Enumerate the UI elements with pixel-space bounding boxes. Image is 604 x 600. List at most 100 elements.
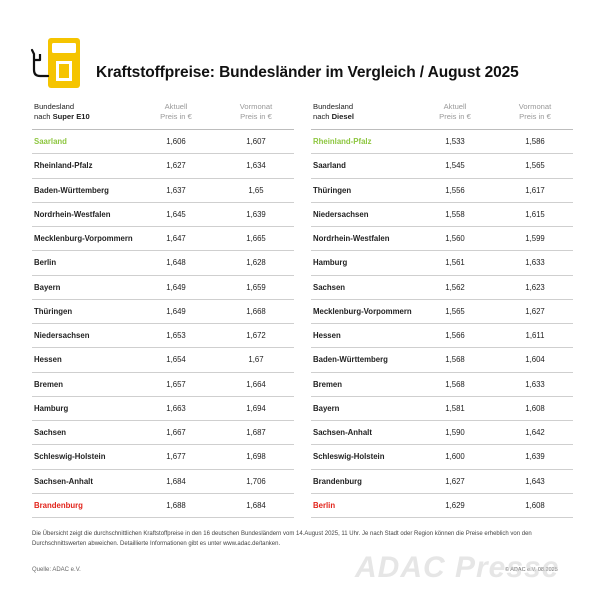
previous-price: 1,608 [525,500,545,510]
table-row: Hessen 1,566 1,611 [311,324,573,349]
column-header-bundesland: Bundesland nach Super E10 [34,102,90,122]
previous-price: 1,642 [525,428,545,437]
previous-price: 1,684 [246,500,266,510]
state-name: Niedersachsen [313,209,369,219]
current-price: 1,653 [166,331,186,340]
table-row: Schleswig-Holstein 1,677 1,698 [32,445,294,470]
table-row: Bayern 1,581 1,608 [311,397,573,421]
current-price: 1,667 [166,428,186,437]
state-name: Hessen [34,355,62,365]
state-name: Thüringen [313,185,352,195]
current-price: 1,645 [166,209,186,219]
table-row: Sachsen 1,667 1,687 [32,421,294,446]
current-price: 1,654 [166,355,186,365]
previous-price: 1,607 [246,137,266,146]
previous-price: 1,604 [525,355,545,365]
previous-price: 1,694 [246,403,266,413]
previous-price: 1,634 [246,161,266,171]
state-name: Thüringen [34,306,73,316]
table-row: Baden-Württemberg 1,637 1,65 [32,179,294,203]
column-header-bundesland: Bundesland nach Diesel [313,102,354,122]
current-price: 1,627 [445,476,465,486]
current-price: 1,637 [166,185,186,195]
column-header-current: Aktuell Preis in € [160,102,192,121]
state-name: Saarland [34,137,67,146]
state-name: Hamburg [313,258,348,268]
previous-price: 1,617 [525,185,545,195]
previous-price: 1,659 [246,282,266,292]
header-line-2-prefix: nach [313,112,332,121]
state-name: Mecklenburg-Vorpommern [34,234,133,243]
current-price: 1,649 [166,306,186,316]
fuel-type-label: Diesel [331,112,354,121]
table-row: Berlin 1,648 1,628 [32,251,294,276]
fuel-pump-icon [30,38,80,88]
current-price: 1,629 [445,500,465,510]
previous-price: 1,627 [525,306,545,316]
table-row: Bremen 1,657 1,664 [32,373,294,397]
state-name: Mecklenburg-Vorpommern [313,306,412,316]
current-price: 1,663 [166,403,186,413]
state-name: Hamburg [34,403,69,413]
previous-price: 1,608 [525,403,545,413]
table-row: Hessen 1,654 1,67 [32,348,294,373]
table-row: Mecklenburg-Vorpommern 1,565 1,627 [311,300,573,324]
state-name: Schleswig-Holstein [34,452,106,462]
previous-price: 1,615 [525,209,545,219]
state-name: Hessen [313,331,341,340]
current-price: 1,677 [166,452,186,462]
table-header: Bundesland nach Super E10 Aktuell Preis in… [32,102,294,130]
table-row: Sachsen 1,562 1,623 [311,276,573,300]
table-header: Bundesland nach Diesel Aktuell Preis in € V… [311,102,573,130]
table-row: Schleswig-Holstein 1,600 1,639 [311,445,573,470]
state-name: Baden-Württemberg [313,355,388,365]
current-price: 1,627 [166,161,186,171]
state-name: Nordrhein-Westfalen [34,209,111,219]
table-row: Bremen 1,568 1,633 [311,373,573,397]
previous-price: 1,611 [525,331,545,340]
state-name: Bremen [34,379,64,389]
state-name: Sachsen-Anhalt [34,476,93,486]
table-row: Hamburg 1,663 1,694 [32,397,294,421]
column-header-previous: Vormonat Preis in € [239,102,273,121]
table-row: Sachsen-Anhalt 1,590 1,642 [311,421,573,446]
state-name: Berlin [313,500,336,510]
previous-price: 1,67 [248,355,264,365]
table-row: Niedersachsen 1,653 1,672 [32,324,294,349]
state-name: Bayern [34,282,61,292]
previous-price: 1,633 [525,379,545,389]
table-row: Brandenburg 1,627 1,643 [311,470,573,494]
diesel-table: Bundesland nach Diesel Aktuell Preis in € V… [311,102,573,518]
current-price: 1,568 [445,355,465,365]
table-row: Berlin 1,629 1,608 [311,494,573,518]
current-price: 1,533 [445,137,465,146]
state-name: Rheinland-Pfalz [34,161,93,171]
current-price: 1,566 [445,331,465,340]
previous-price: 1,628 [246,258,266,268]
previous-price: 1,706 [246,476,266,486]
super-e10-table: Bundesland nach Super E10 Aktuell Preis in… [32,102,294,518]
current-price: 1,560 [445,234,465,243]
table-row: Rheinland-Pfalz 1,533 1,586 [311,130,573,155]
previous-price: 1,698 [246,452,266,462]
fuel-type-label: Super E10 [52,112,90,121]
footnote: Die Übersicht zeigt die durchschnittlich… [32,531,532,547]
previous-price: 1,586 [525,137,545,146]
current-price: 1,545 [445,161,465,171]
previous-price: 1,65 [248,185,264,195]
previous-price: 1,639 [525,452,545,462]
header-line-2-prefix: nach [34,112,53,121]
current-price: 1,581 [445,403,465,413]
state-name: Berlin [34,258,57,268]
previous-price: 1,633 [525,258,545,268]
state-name: Niedersachsen [34,331,90,340]
table-row: Mecklenburg-Vorpommern 1,647 1,665 [32,227,294,252]
table-row: Saarland 1,606 1,607 [32,130,294,155]
state-name: Bremen [313,379,343,389]
state-name: Schleswig-Holstein [313,452,385,462]
state-name: Nordrhein-Westfalen [313,234,390,243]
table-row: Rheinland-Pfalz 1,627 1,634 [32,154,294,179]
table-row: Brandenburg 1,688 1,684 [32,494,294,518]
previous-price: 1,639 [246,209,266,219]
state-name: Brandenburg [313,476,362,486]
